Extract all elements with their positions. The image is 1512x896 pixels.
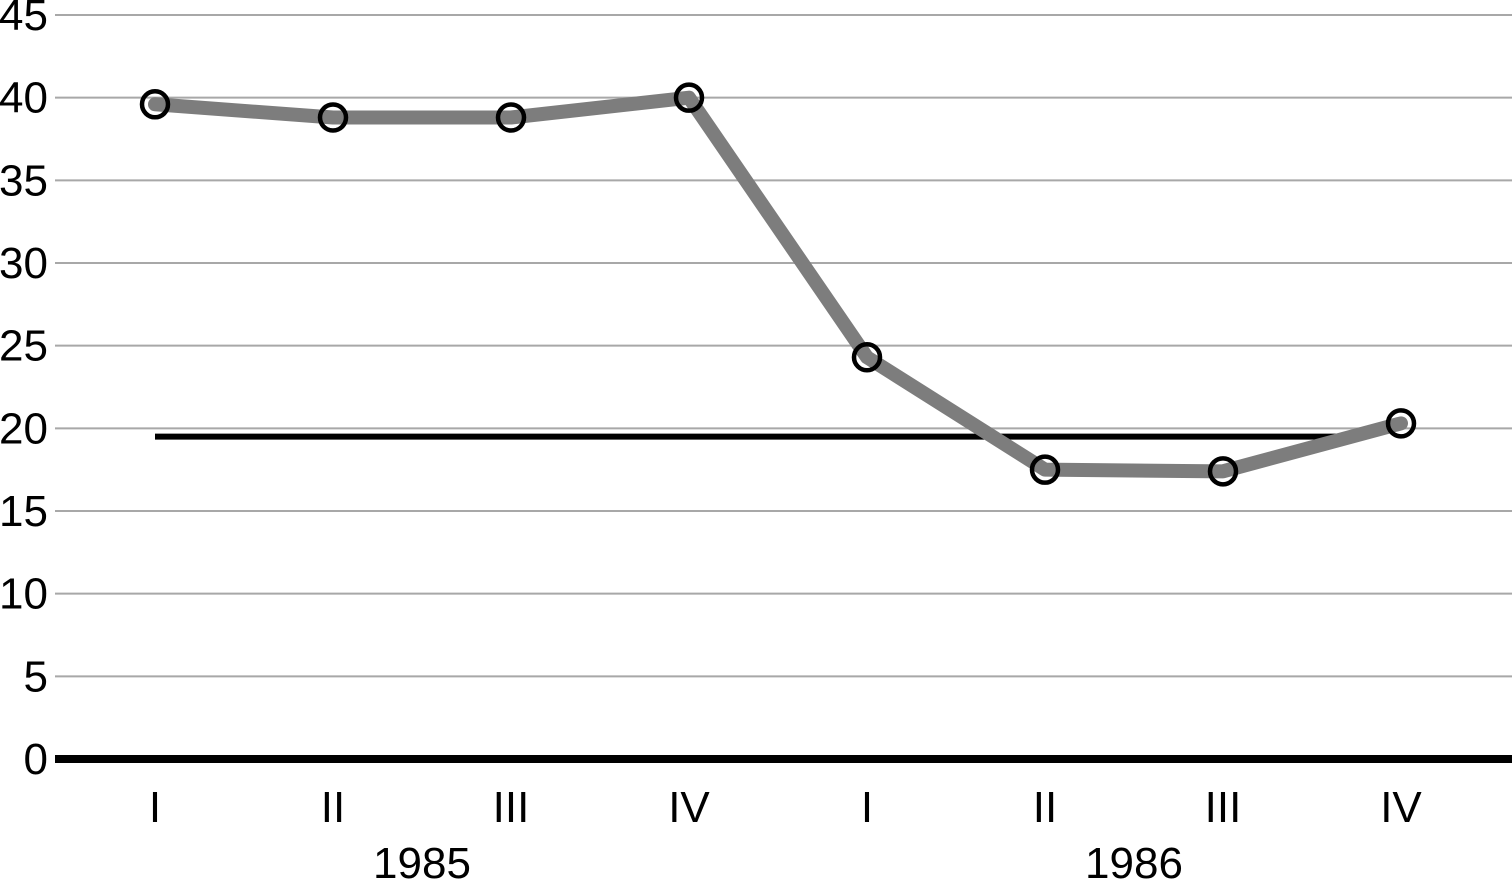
x-tick-label: II [321,783,345,832]
data-point-marker [1385,408,1417,439]
x-tick-label: I [149,783,161,832]
y-tick-label: 15 [0,487,48,536]
data-point-marker [1029,454,1061,485]
y-tick-label: 35 [0,156,48,205]
y-tick-label: 40 [0,74,48,123]
x-tick-label: II [1033,783,1057,832]
data-point-marker [673,82,705,113]
year-label: 1986 [1085,839,1183,888]
y-tick-label: 20 [0,404,48,453]
y-tick-label: 0 [24,735,48,784]
year-label: 1985 [373,839,471,888]
data-point-marker [317,102,349,133]
y-tick-label: 45 [0,0,48,40]
data-series-line [148,90,1408,479]
x-tick-label: I [861,783,873,832]
data-point-marker [495,102,527,133]
y-tick-label: 25 [0,322,48,371]
data-point-marker [1207,456,1239,487]
x-tick-label: III [1205,783,1242,832]
y-tick-label: 10 [0,570,48,619]
x-tick-label: III [493,783,530,832]
y-tick-label: 5 [24,652,48,701]
data-point-marker [851,341,883,373]
x-tick-label: IV [668,783,710,832]
y-tick-label: 30 [0,239,48,288]
x-tick-label: IV [1380,783,1422,832]
data-point-marker [139,89,171,120]
